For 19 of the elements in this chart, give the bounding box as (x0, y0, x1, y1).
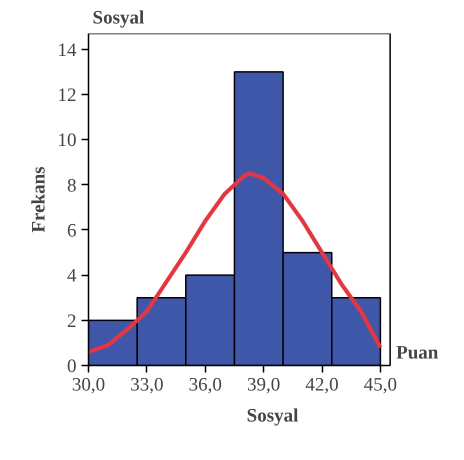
y-axis-title: Frekans (28, 166, 50, 233)
x-tick-label: 42,0 (305, 374, 339, 396)
text: Puan (396, 342, 439, 364)
x-tick-label: 33,0 (130, 374, 164, 396)
y-tick-label: 8 (67, 175, 76, 196)
line-series (88, 172, 382, 354)
chart-title: Sosyal (92, 8, 144, 28)
y-tick-label: 6 (67, 220, 76, 242)
y-tick-label: 12 (58, 84, 76, 106)
y-tick-label: 10 (58, 130, 76, 152)
y-tick-label: 14 (58, 40, 77, 61)
y-tick-label: 2 (67, 310, 76, 332)
x-tick-label: 39,0 (247, 374, 280, 396)
y-tick-label: 0 (67, 356, 76, 377)
y-tick-label: 4 (67, 266, 77, 287)
x-tick-label: 45,0 (364, 374, 398, 396)
x-axis-title: Sosyal (246, 406, 298, 426)
x-tick-label: 30,0 (72, 374, 106, 396)
x-tick-label: 36,0 (188, 374, 222, 396)
